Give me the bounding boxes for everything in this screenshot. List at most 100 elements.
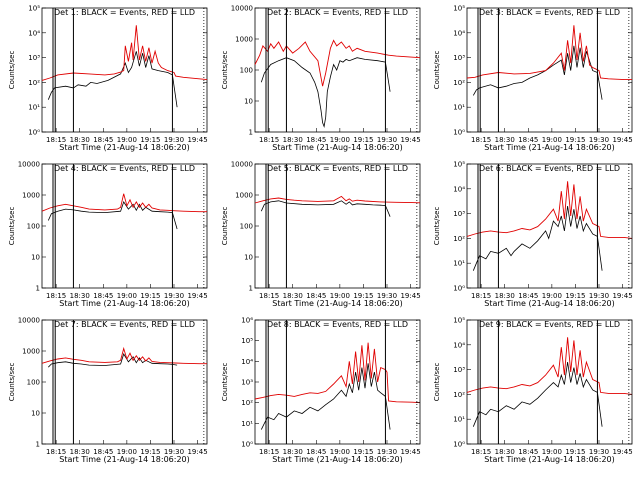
- x-axis-label: Start Time (21-Aug-14 18:06:20): [484, 143, 615, 152]
- x-axis-label: Start Time (21-Aug-14 18:06:20): [59, 455, 190, 464]
- y-tick-label: 10¹: [453, 104, 465, 112]
- y-axis-label: Counts/sec: [221, 207, 229, 246]
- y-tick-label: 10⁴: [28, 29, 40, 37]
- x-tick-label: 19:45: [187, 136, 207, 144]
- x-tick-label: 18:45: [306, 136, 326, 144]
- y-axis-label: Counts/sec: [433, 51, 441, 90]
- x-tick-label: 19:30: [589, 448, 609, 456]
- x-tick-label: 18:45: [93, 292, 113, 300]
- panel-title: Det 6: BLACK = Events, RED = LLD: [479, 164, 620, 173]
- x-tick-label: 18:15: [471, 292, 491, 300]
- y-tick-label: 1000: [22, 192, 40, 200]
- x-axis-label: Start Time (21-Aug-14 18:06:20): [484, 299, 615, 308]
- y-tick-label: 10000: [231, 5, 253, 13]
- y-axis-label: Counts/sec: [433, 363, 441, 402]
- x-tick-label: 19:15: [140, 136, 160, 144]
- lld-series-line: [466, 181, 633, 239]
- y-tick-label: 100: [240, 223, 253, 231]
- plot-frame: [254, 7, 421, 133]
- y-tick-label: 1: [36, 285, 40, 293]
- x-tick-label: 18:30: [283, 292, 303, 300]
- y-tick-label: 10⁴: [453, 341, 465, 349]
- detector-panel-2: Det 2: BLACK = Events, RED = LLD 1 10 100 10…: [221, 5, 421, 153]
- x-tick-label: 19:30: [377, 292, 397, 300]
- y-tick-label: 10⁰: [453, 441, 465, 449]
- plot-frame: [254, 319, 421, 445]
- x-tick-label: 18:45: [306, 448, 326, 456]
- y-tick-label: 10⁴: [453, 185, 465, 193]
- x-tick-label: 18:15: [259, 448, 279, 456]
- x-tick-label: 19:15: [565, 292, 585, 300]
- x-tick-label: 18:30: [495, 292, 515, 300]
- y-tick-label: 10³: [453, 366, 465, 374]
- x-tick-label: 19:30: [377, 136, 397, 144]
- x-tick-label: 18:15: [259, 292, 279, 300]
- x-tick-label: 19:45: [400, 136, 420, 144]
- x-axis-label: Start Time (21-Aug-14 18:06:20): [484, 455, 615, 464]
- x-tick-label: 18:45: [306, 292, 326, 300]
- y-tick-label: 10000: [231, 161, 253, 169]
- x-tick-label: 19:45: [612, 136, 632, 144]
- lld-series-line: [41, 346, 207, 365]
- y-tick-label: 100: [27, 379, 40, 387]
- x-tick-label: 18:45: [93, 448, 113, 456]
- plot-frame: [254, 163, 421, 289]
- y-tick-label: 10¹: [453, 416, 465, 424]
- y-tick-label: 10000: [18, 317, 40, 325]
- lld-series-line: [254, 342, 421, 404]
- y-axis-label: Counts/sec: [8, 51, 16, 90]
- events-series-line: [48, 353, 178, 368]
- y-tick-label: 10²: [453, 235, 465, 243]
- x-axis-label: Start Time (21-Aug-14 18:06:20): [272, 299, 403, 308]
- detector-panel-9: Det 9: BLACK = Events, RED = LLD 10⁰ 10¹ 10…: [433, 317, 633, 465]
- y-tick-label: 100: [27, 223, 40, 231]
- panel-title: Det 8: BLACK = Events, RED = LLD: [267, 320, 408, 329]
- x-tick-label: 19:30: [164, 136, 184, 144]
- y-tick-label: 10⁵: [453, 5, 465, 13]
- x-tick-label: 18:45: [93, 136, 113, 144]
- plot-frame: [41, 7, 208, 133]
- y-tick-label: 100: [240, 67, 253, 75]
- y-tick-label: 10⁰: [453, 285, 465, 293]
- panel-title: Det 7: BLACK = Events, RED = LLD: [54, 320, 195, 329]
- x-tick-label: 18:45: [518, 136, 538, 144]
- x-tick-label: 19:00: [542, 448, 562, 456]
- x-tick-label: 19:00: [330, 292, 350, 300]
- y-tick-label: 10³: [241, 379, 253, 387]
- x-tick-label: 18:30: [283, 136, 303, 144]
- y-tick-label: 10: [244, 98, 253, 106]
- y-tick-label: 10³: [28, 54, 40, 62]
- events-series-line: [472, 206, 603, 271]
- y-axis-label: Counts/sec: [221, 51, 229, 90]
- y-axis-label: Counts/sec: [221, 363, 229, 402]
- y-tick-label: 10¹: [28, 104, 40, 112]
- panel-title: Det 1: BLACK = Events, RED = LLD: [54, 8, 195, 17]
- plot-frame: [466, 7, 633, 133]
- plot-frame: [466, 319, 633, 445]
- y-tick-label: 1000: [22, 348, 40, 356]
- lld-series-line: [466, 337, 633, 395]
- panel-title: Det 9: BLACK = Events, RED = LLD: [479, 320, 620, 329]
- x-tick-label: 19:45: [400, 448, 420, 456]
- plot-frame: [466, 163, 633, 289]
- y-tick-label: 10²: [28, 79, 40, 87]
- x-tick-label: 19:00: [117, 292, 137, 300]
- events-series-line: [472, 362, 603, 427]
- y-tick-label: 10⁴: [453, 29, 465, 37]
- lld-series-line: [254, 39, 421, 87]
- lld-series-line: [466, 25, 632, 81]
- y-axis-label: Counts/sec: [8, 363, 16, 402]
- detector-panel-8: Det 8: BLACK = Events, RED = LLD 10⁰ 10¹ 10…: [221, 317, 421, 465]
- y-tick-label: 10⁶: [241, 317, 253, 325]
- x-tick-label: 18:30: [70, 292, 90, 300]
- x-tick-label: 19:15: [353, 136, 373, 144]
- y-tick-label: 10⁵: [28, 5, 40, 13]
- x-tick-label: 19:45: [612, 448, 632, 456]
- y-tick-label: 10⁵: [453, 317, 465, 325]
- lld-series-line: [254, 195, 421, 204]
- x-tick-label: 18:45: [518, 448, 538, 456]
- x-tick-label: 18:15: [471, 136, 491, 144]
- x-tick-label: 19:00: [542, 136, 562, 144]
- x-tick-label: 19:30: [377, 448, 397, 456]
